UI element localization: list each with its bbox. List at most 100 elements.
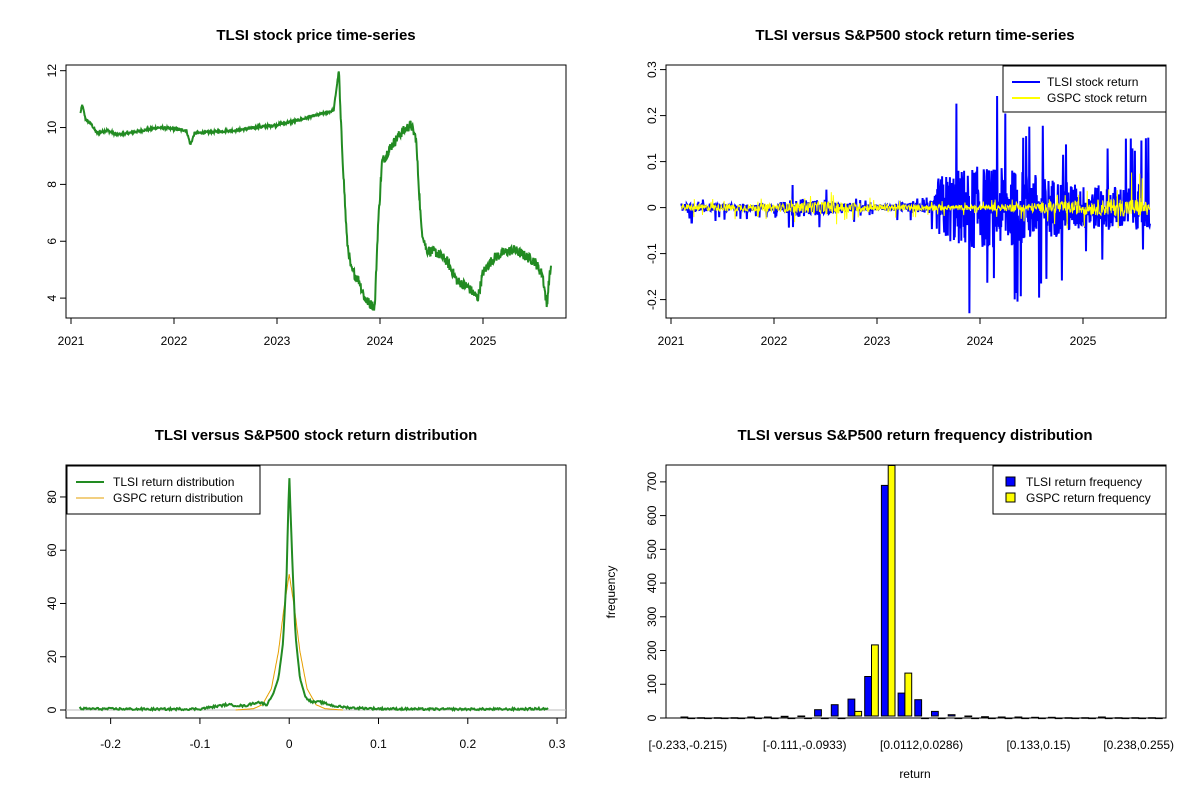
returns-y-tick-label: -0.1 (645, 243, 659, 264)
tlsi-density-line (78, 478, 549, 713)
tlsi-frequency-bar (981, 716, 989, 718)
tlsi-frequency-bar (931, 710, 939, 717)
price-x-tick-label: 2022 (161, 334, 188, 348)
price-x-axis: 2021 2022 2023 2024 2025 (58, 318, 497, 348)
price-plot-frame (65, 64, 567, 319)
frequency-x-tick-label: [0.238,0.255) (1103, 738, 1174, 752)
returns-series (680, 95, 1151, 314)
frequency-x-axis: [-0.233,-0.215) [-0.111,-0.0933) [0.0112,0… (648, 738, 1174, 752)
density-x-tick-label: 0.3 (549, 737, 566, 751)
density-y-tick-label: 20 (45, 650, 59, 664)
returns-x-tick-label: 2022 (761, 334, 788, 348)
frequency-x-axis-label: return (899, 767, 930, 781)
tlsi-frequency-bar (880, 484, 889, 717)
tlsi-frequency-bar (947, 714, 956, 717)
returns-x-tick-label: 2024 (967, 334, 994, 348)
tlsi-frequency-bar (830, 704, 839, 717)
returns-y-axis: -0.2 -0.1 0 0.1 0.2 0.3 (645, 61, 666, 310)
returns-chart-title: TLSI versus S&P500 stock return time-ser… (755, 27, 1074, 44)
legend-label-tlsi-distribution: TLSI return distribution (113, 475, 234, 489)
frequency-y-tick-label: 0 (645, 714, 659, 721)
legend-label-tlsi-return: TLSI stock return (1047, 75, 1138, 89)
frequency-y-tick-label: 600 (645, 505, 659, 525)
gspc-return-line (681, 172, 1151, 229)
returns-x-axis: 2021 2022 2023 2024 2025 (658, 318, 1097, 348)
density-chart-title: TLSI versus S&P500 stock return distribu… (155, 427, 478, 444)
density-x-tick-label: -0.2 (100, 737, 121, 751)
density-x-tick-label: 0 (286, 737, 293, 751)
returns-y-tick-label: 0.1 (645, 153, 659, 170)
returns-y-tick-label: 0.3 (645, 61, 659, 78)
price-x-tick-label: 2021 (58, 334, 85, 348)
legend-label-gspc-frequency: GSPC return frequency (1026, 491, 1151, 505)
frequency-legend: TLSI return frequency GSPC return freque… (992, 465, 1167, 515)
price-line (79, 71, 552, 311)
density-y-tick-label: 0 (45, 706, 59, 713)
gspc-frequency-bar (871, 644, 879, 717)
density-y-tick-label: 40 (45, 596, 59, 610)
returns-chart: TLSI versus S&P500 stock return time-ser… (645, 27, 1167, 348)
tlsi-frequency-bar (780, 715, 789, 718)
gspc-frequency-bar (904, 672, 913, 717)
legend-swatch-tlsi-frequency (1005, 476, 1016, 487)
price-series (79, 71, 552, 311)
price-x-tick-label: 2025 (470, 334, 497, 348)
returns-x-tick-label: 2021 (658, 334, 685, 348)
frequency-x-tick-label: [-0.233,-0.215) (648, 738, 727, 752)
frequency-chart: TLSI versus S&P500 return frequency dist… (604, 427, 1174, 781)
density-y-tick-label: 60 (45, 543, 59, 557)
tlsi-frequency-bar (814, 709, 822, 717)
legend-label-gspc-return: GSPC stock return (1047, 91, 1147, 105)
frequency-y-tick-label: 300 (645, 606, 659, 626)
price-chart-title: TLSI stock price time-series (216, 27, 415, 44)
density-plot-frame (65, 464, 567, 719)
tlsi-frequency-bar (897, 692, 906, 717)
price-y-tick-label: 12 (45, 64, 59, 78)
gspc-frequency-bar (887, 465, 896, 717)
frequency-plot-frame (665, 464, 1167, 719)
density-y-axis: 0 20 40 60 80 (45, 490, 66, 713)
density-x-tick-label: -0.1 (190, 737, 211, 751)
density-series (66, 478, 566, 713)
density-x-axis: -0.2 -0.1 0 0.1 0.2 0.3 (100, 718, 566, 751)
legend-label-tlsi-frequency: TLSI return frequency (1026, 475, 1142, 489)
density-chart: TLSI versus S&P500 stock return distribu… (45, 427, 567, 751)
price-y-tick-label: 8 (45, 181, 59, 188)
legend-swatch-gspc-frequency (1005, 492, 1016, 503)
price-y-axis: 4 6 8 10 12 (45, 64, 66, 301)
frequency-y-tick-label: 400 (645, 573, 659, 593)
density-x-tick-label: 0.1 (370, 737, 387, 751)
frequency-y-tick-label: 500 (645, 539, 659, 559)
tlsi-frequency-bar (914, 699, 923, 717)
tlsi-frequency-bar (864, 676, 873, 717)
frequency-y-tick-label: 200 (645, 640, 659, 660)
price-y-tick-label: 4 (45, 294, 59, 301)
density-x-tick-label: 0.2 (459, 737, 476, 751)
price-y-tick-label: 6 (45, 238, 59, 245)
frequency-y-tick-label: 700 (645, 472, 659, 492)
price-x-tick-label: 2023 (264, 334, 291, 348)
returns-x-tick-label: 2023 (864, 334, 891, 348)
returns-y-tick-label: 0 (645, 204, 659, 211)
price-y-tick-label: 10 (45, 121, 59, 135)
density-y-tick-label: 80 (45, 490, 59, 504)
frequency-y-tick-label: 100 (645, 674, 659, 694)
price-x-tick-label: 2024 (367, 334, 394, 348)
density-legend: TLSI return distribution GSPC return dis… (66, 465, 261, 515)
frequency-y-axis-label: frequency (604, 566, 618, 619)
frequency-x-tick-label: [-0.111,-0.0933) (763, 738, 847, 752)
returns-y-tick-label: 0.2 (645, 107, 659, 124)
tlsi-frequency-bar (847, 698, 856, 717)
price-chart: TLSI stock price time-series 4 6 8 10 12 202… (45, 27, 567, 348)
tlsi-frequency-bar (964, 715, 973, 718)
frequency-x-tick-label: [0.133,0.15) (1006, 738, 1070, 752)
legend-label-gspc-distribution: GSPC return distribution (113, 491, 243, 505)
gspc-density-line (235, 574, 343, 711)
frequency-x-tick-label: [0.0112,0.0286) (880, 738, 963, 752)
tlsi-frequency-bar (797, 715, 806, 718)
gspc-frequency-bar (854, 710, 863, 717)
frequency-y-axis: 0 100 200 300 400 500 600 700 (645, 472, 666, 721)
returns-plot-frame (665, 64, 1167, 319)
frequency-chart-title: TLSI versus S&P500 return frequency dist… (737, 427, 1092, 444)
